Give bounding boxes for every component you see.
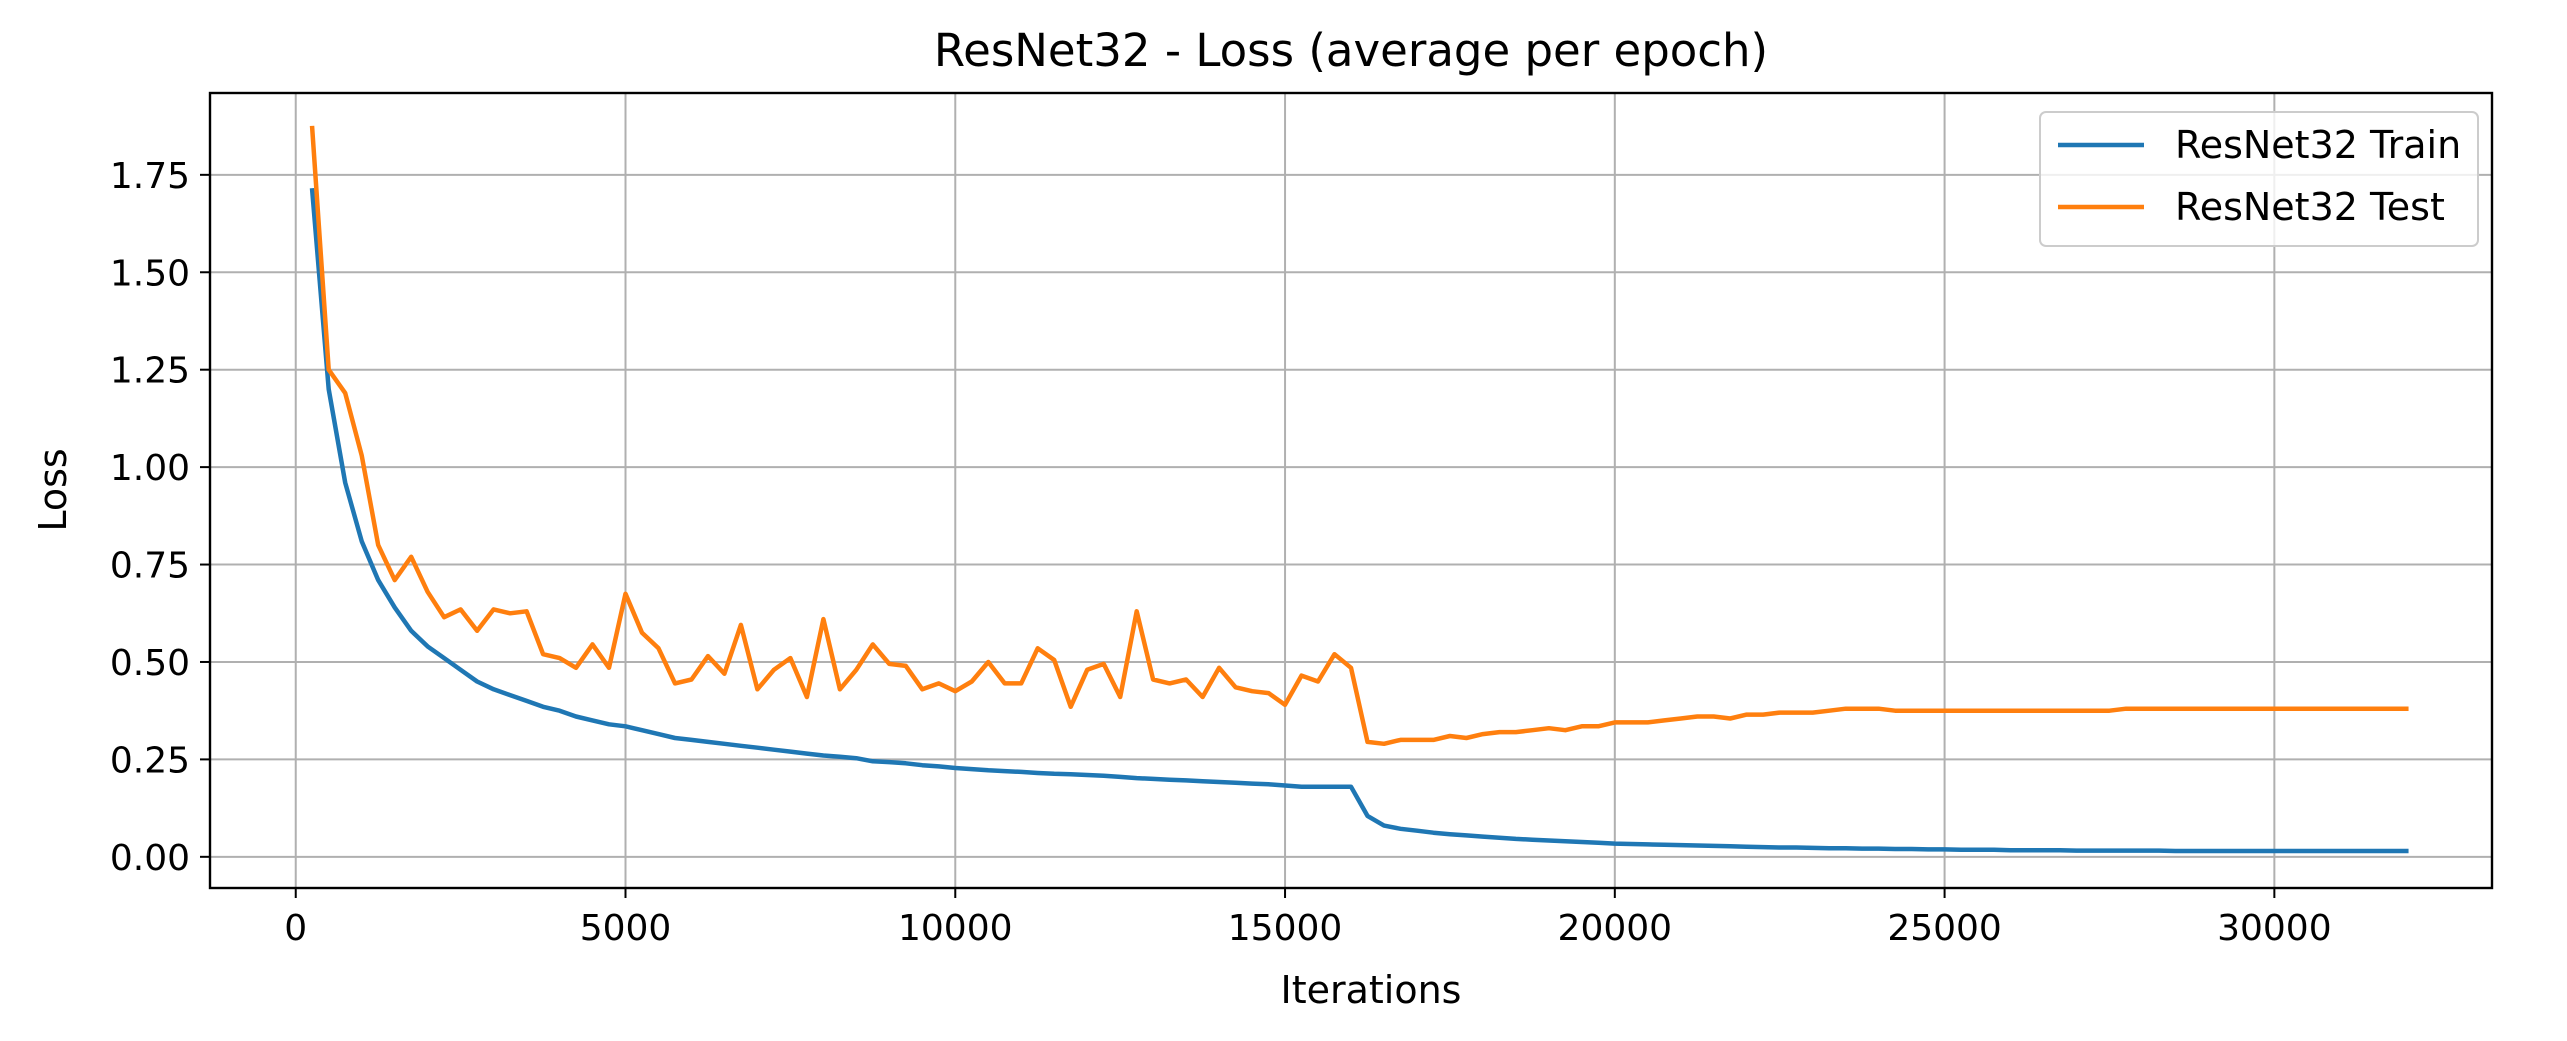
plot-frame [208,91,2494,890]
chart-title: ResNet32 - Loss (average per epoch) [934,24,1768,77]
legend-frame [2039,111,2479,247]
series-layer [309,125,2409,854]
y-tick-label: 0.00 [110,838,190,879]
legend: ResNet32 Train ResNet32 Test [2039,111,2479,247]
y-tick-label: 0.25 [110,740,190,781]
y-tick-label: 0.50 [110,643,190,684]
x-tick-label: 0 [284,908,307,949]
x-tick-label: 20000 [1558,908,1673,949]
tick-layer: 0 5000 10000 15000 20000 25000 30000 0.00 0.25 0.… [110,156,2332,949]
x-tick-label: 5000 [580,908,672,949]
legend-label-test: ResNet32 Test [2175,185,2445,229]
series-line-test [309,125,2409,747]
y-axis-title: Loss [31,448,75,531]
y-tick-label: 1.00 [110,448,190,489]
y-tick-label: 1.75 [110,156,190,197]
legend-label-train: ResNet32 Train [2175,123,2461,167]
x-tick-label: 25000 [1887,908,2002,949]
x-tick-label: 30000 [2217,908,2332,949]
x-tick-label: 10000 [898,908,1013,949]
y-tick-label: 0.75 [110,546,190,587]
series-line-train [309,187,2409,854]
x-axis-title: Iterations [1281,968,1462,1012]
grid-layer [210,93,2492,888]
y-tick-label: 1.50 [110,253,190,294]
y-tick-label: 1.25 [110,351,190,392]
x-tick-label: 15000 [1228,908,1343,949]
